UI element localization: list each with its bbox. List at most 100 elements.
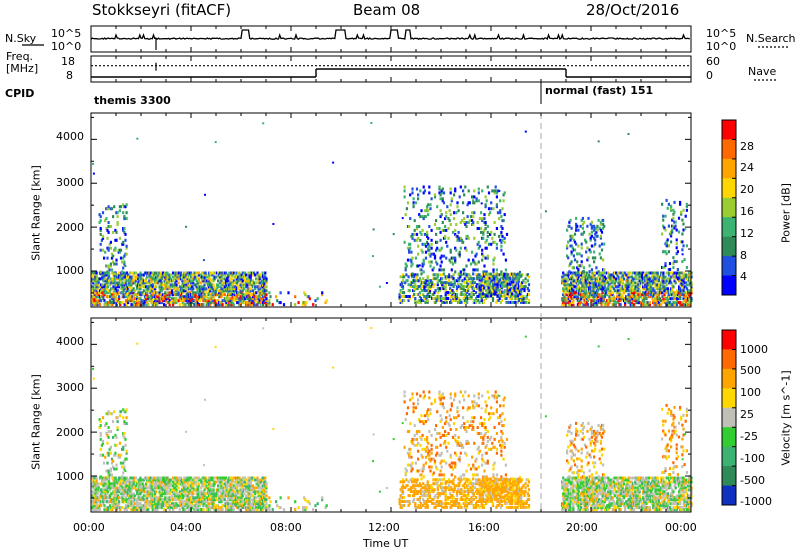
power-cell bbox=[667, 244, 670, 248]
power-cell bbox=[466, 295, 469, 298]
velocity-cell bbox=[161, 504, 165, 508]
power-cell bbox=[250, 303, 253, 307]
power-cell bbox=[670, 289, 673, 293]
power-cell bbox=[197, 277, 201, 281]
velocity-cell bbox=[160, 486, 163, 490]
power-cell bbox=[484, 223, 487, 226]
power-cell bbox=[439, 273, 442, 277]
power-cell bbox=[201, 287, 204, 291]
power-cell bbox=[633, 289, 636, 293]
power-cell bbox=[643, 287, 646, 291]
power-cell bbox=[644, 291, 647, 295]
power-cell bbox=[450, 299, 453, 302]
power-cell bbox=[564, 289, 567, 293]
power-cell bbox=[92, 301, 95, 305]
power-cell bbox=[456, 238, 459, 242]
power-cell bbox=[256, 271, 259, 275]
power-cell bbox=[430, 279, 433, 283]
velocity-cell bbox=[149, 476, 152, 480]
power-cell bbox=[478, 300, 481, 304]
power-cell bbox=[562, 301, 565, 305]
power-cell bbox=[629, 295, 632, 299]
power-cell bbox=[502, 252, 505, 256]
velocity-cell bbox=[124, 486, 127, 490]
power-cell bbox=[506, 288, 509, 292]
power-cell bbox=[148, 299, 151, 303]
velocity-cell bbox=[178, 502, 181, 506]
power-cell bbox=[481, 294, 485, 298]
power-cell bbox=[563, 303, 566, 307]
power-cell bbox=[232, 287, 235, 291]
velocity-cell bbox=[186, 480, 189, 484]
power-cell bbox=[257, 289, 260, 293]
power-cell bbox=[477, 285, 480, 289]
power-cell bbox=[151, 285, 154, 289]
power-cell bbox=[664, 250, 667, 254]
power-cell bbox=[409, 242, 412, 246]
velocity-cell bbox=[133, 486, 136, 490]
velocity-cell bbox=[101, 490, 104, 494]
power-cell bbox=[679, 287, 682, 291]
power-cell bbox=[94, 277, 97, 281]
power-cell bbox=[575, 281, 578, 285]
power-cell bbox=[241, 285, 244, 289]
velocity-cell bbox=[150, 502, 153, 506]
power-speckle bbox=[370, 122, 373, 124]
power-cell bbox=[428, 287, 432, 291]
power-cell bbox=[621, 281, 624, 285]
power-cell bbox=[494, 292, 497, 296]
power-cell bbox=[200, 297, 203, 301]
power-cell bbox=[238, 293, 241, 297]
power-cell bbox=[254, 273, 257, 277]
power-cell bbox=[123, 217, 126, 221]
power-cell bbox=[490, 230, 493, 234]
power-cell bbox=[118, 271, 121, 275]
power-cell bbox=[413, 232, 416, 236]
velocity-cell bbox=[177, 476, 180, 480]
power-cell bbox=[502, 276, 505, 280]
power-cell bbox=[446, 293, 450, 296]
power-cell bbox=[184, 285, 187, 289]
velocity-cell bbox=[110, 486, 113, 490]
power-cell bbox=[599, 220, 602, 224]
velocity-cell bbox=[130, 476, 133, 480]
power-cell bbox=[485, 277, 488, 281]
power-cell bbox=[631, 287, 635, 291]
power-cell bbox=[600, 242, 604, 246]
power-cell bbox=[674, 275, 677, 279]
power-cell bbox=[259, 273, 262, 277]
power-cell bbox=[442, 272, 446, 276]
power-cell bbox=[125, 203, 128, 207]
power-cell bbox=[430, 260, 433, 264]
power-cell bbox=[237, 291, 240, 295]
power-cell bbox=[589, 222, 592, 226]
power-cell bbox=[417, 236, 420, 240]
power-cell bbox=[401, 273, 405, 277]
velocity-cell bbox=[187, 498, 190, 502]
power-cell bbox=[459, 293, 462, 296]
power-cell bbox=[177, 273, 180, 277]
power-cell bbox=[130, 277, 133, 281]
velocity-cell bbox=[123, 480, 126, 484]
power-cell bbox=[102, 279, 105, 283]
power-cell bbox=[458, 254, 461, 258]
power-cell bbox=[569, 218, 572, 222]
power-cell bbox=[656, 283, 659, 287]
power-cell bbox=[192, 273, 195, 277]
power-cell bbox=[662, 224, 665, 228]
power-cell bbox=[508, 297, 511, 300]
power-cell bbox=[580, 277, 583, 281]
power-cell bbox=[501, 207, 504, 211]
power-cell bbox=[673, 297, 676, 301]
power-cell bbox=[264, 299, 267, 303]
power-cell bbox=[628, 293, 631, 297]
power-cell bbox=[620, 287, 623, 291]
velocity-cell bbox=[159, 498, 162, 502]
power-cell bbox=[652, 287, 655, 291]
power-cell bbox=[226, 295, 229, 299]
power-cell bbox=[493, 191, 496, 195]
power-cell bbox=[137, 299, 140, 303]
power-cell bbox=[580, 271, 583, 275]
power-cell bbox=[617, 301, 620, 305]
power-cell bbox=[255, 295, 258, 299]
